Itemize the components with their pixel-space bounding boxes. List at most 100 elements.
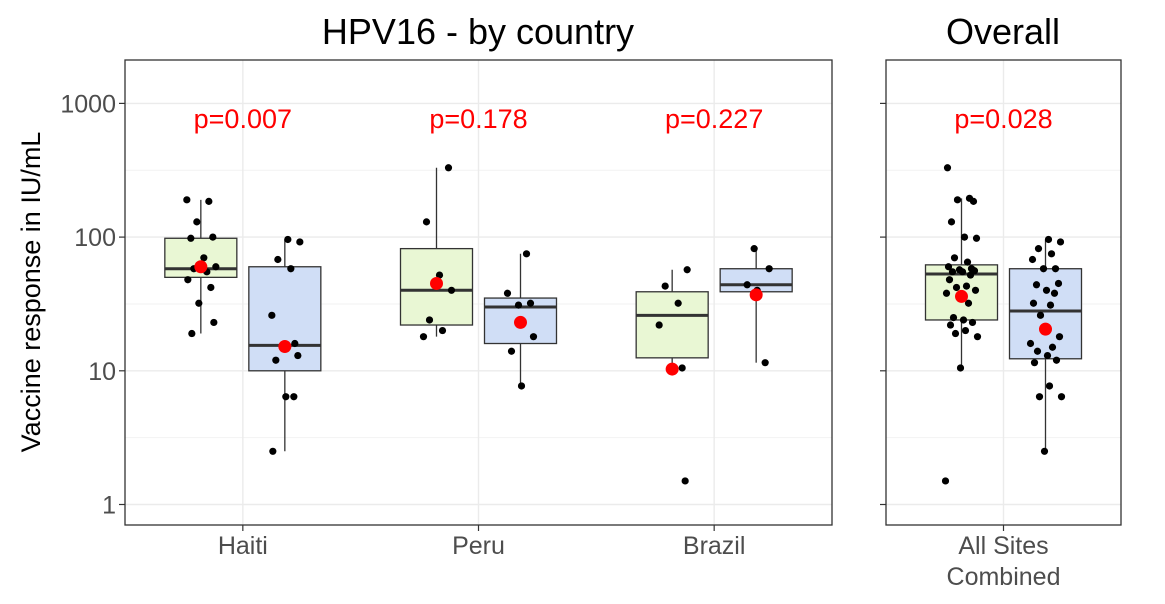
data-point [750, 245, 758, 253]
data-point [1054, 279, 1063, 288]
data-point [526, 299, 535, 307]
data-point [968, 318, 977, 327]
data-point [287, 265, 295, 273]
box-body [1008, 268, 1083, 360]
data-point [1043, 351, 1052, 360]
data-point [1047, 250, 1056, 258]
data-point [1045, 382, 1054, 390]
data-point [1029, 299, 1038, 307]
mean-marker [1039, 322, 1052, 336]
data-point [1051, 265, 1060, 273]
data-point [681, 477, 689, 485]
data-point [971, 286, 980, 294]
data-point [961, 326, 970, 335]
data-point [1039, 265, 1048, 273]
data-point [422, 218, 431, 226]
data-point [212, 263, 220, 271]
data-point [948, 268, 957, 276]
mean-marker [955, 289, 968, 303]
x-tick-label: Brazil [683, 532, 746, 560]
data-point [438, 326, 447, 335]
data-point [743, 281, 751, 289]
data-point [962, 282, 971, 290]
y-tick-label: 1000 [60, 90, 116, 118]
mean-marker [194, 260, 208, 274]
data-point [447, 286, 456, 294]
box-body [248, 266, 322, 372]
data-point [945, 276, 954, 284]
data-point [195, 299, 203, 307]
data-point [268, 311, 276, 319]
data-point [1034, 245, 1043, 253]
data-point [963, 258, 972, 266]
data-point [953, 196, 962, 204]
data-point [952, 283, 961, 292]
data-point [950, 254, 959, 262]
data-point [947, 218, 956, 226]
data-point [1050, 289, 1059, 297]
data-point [200, 254, 208, 262]
data-point [942, 289, 951, 297]
data-point [205, 197, 213, 205]
data-point [972, 234, 981, 242]
data-point [435, 271, 444, 279]
data-point [284, 235, 292, 244]
data-point [958, 268, 967, 276]
data-point [274, 255, 282, 264]
data-point [1033, 347, 1042, 355]
data-point [529, 333, 538, 341]
data-point [419, 333, 428, 341]
data-point [964, 299, 973, 307]
data-point [522, 250, 531, 258]
panel-title: Overall [946, 11, 1060, 52]
y-tick-label: 1 [102, 492, 116, 520]
data-point [944, 263, 953, 271]
y-tick-label: 100 [74, 224, 116, 252]
data-point [678, 364, 686, 372]
data-point [661, 282, 669, 290]
data-point [1055, 333, 1064, 341]
data-point [655, 321, 663, 329]
data-point [269, 447, 277, 455]
data-point [949, 313, 958, 322]
data-point [941, 477, 950, 485]
mean-marker [749, 288, 763, 302]
data-point [946, 321, 955, 329]
data-point [1026, 339, 1035, 348]
data-point [674, 299, 682, 307]
data-point [294, 351, 302, 360]
data-point [517, 382, 526, 390]
data-point [973, 333, 982, 341]
data-point [960, 233, 969, 241]
data-point [503, 289, 512, 297]
data-point [765, 265, 773, 273]
data-point [969, 197, 978, 205]
data-point [184, 276, 192, 284]
data-point [1052, 356, 1061, 364]
data-point [209, 233, 217, 241]
mean-marker [278, 339, 292, 353]
panel-border [124, 59, 833, 526]
mean-marker [665, 362, 679, 376]
data-point [425, 316, 434, 324]
data-point [507, 347, 516, 355]
y-axis-label: Vaccine response in IU/mL [16, 132, 46, 453]
data-point [956, 364, 965, 372]
data-point [1036, 311, 1045, 319]
data-point [444, 164, 453, 172]
data-point [188, 329, 196, 338]
data-point [1030, 359, 1039, 367]
box-body [635, 291, 709, 359]
data-point [514, 301, 523, 309]
data-point [1056, 238, 1065, 246]
data-point [1044, 235, 1053, 244]
panel-title: HPV16 - by country [322, 11, 634, 52]
data-point [966, 271, 975, 279]
data-point [1035, 393, 1044, 401]
data-point [282, 393, 290, 401]
data-point [296, 238, 304, 246]
x-tick-label: All Sites [958, 532, 1048, 560]
p-value-annotation: p=0.007 [194, 104, 292, 134]
data-point [290, 393, 298, 401]
